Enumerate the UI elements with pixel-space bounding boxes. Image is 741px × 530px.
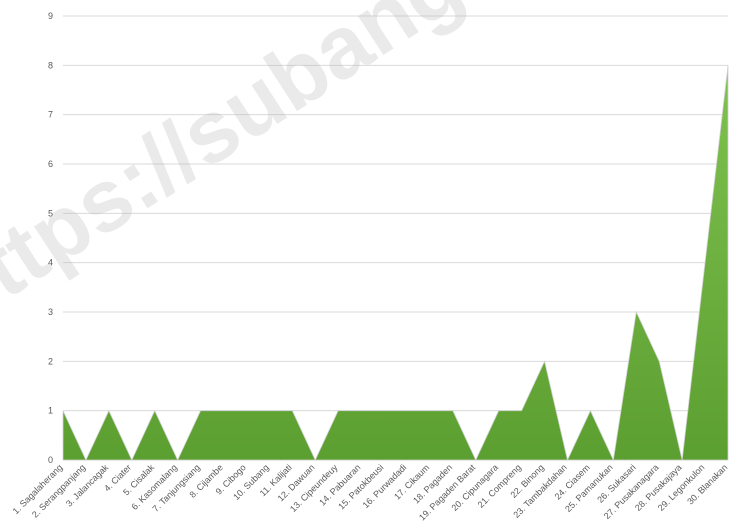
area-layer — [62, 65, 729, 462]
y-tick-label: 6 — [48, 159, 53, 169]
y-tick-label: 2 — [48, 356, 53, 366]
y-tick-label: 0 — [48, 455, 53, 465]
y-tick-label: 9 — [48, 11, 53, 21]
y-tick-label: 4 — [48, 258, 53, 268]
watermark: https://subangkab — [0, 0, 606, 346]
y-tick-label: 7 — [48, 110, 53, 120]
y-tick-label: 1 — [48, 406, 53, 416]
y-tick-label: 5 — [48, 208, 53, 218]
grid — [63, 15, 728, 461]
area — [62, 65, 729, 462]
y-tick-label: 3 — [48, 307, 53, 317]
y-tick-label: 8 — [48, 60, 53, 70]
